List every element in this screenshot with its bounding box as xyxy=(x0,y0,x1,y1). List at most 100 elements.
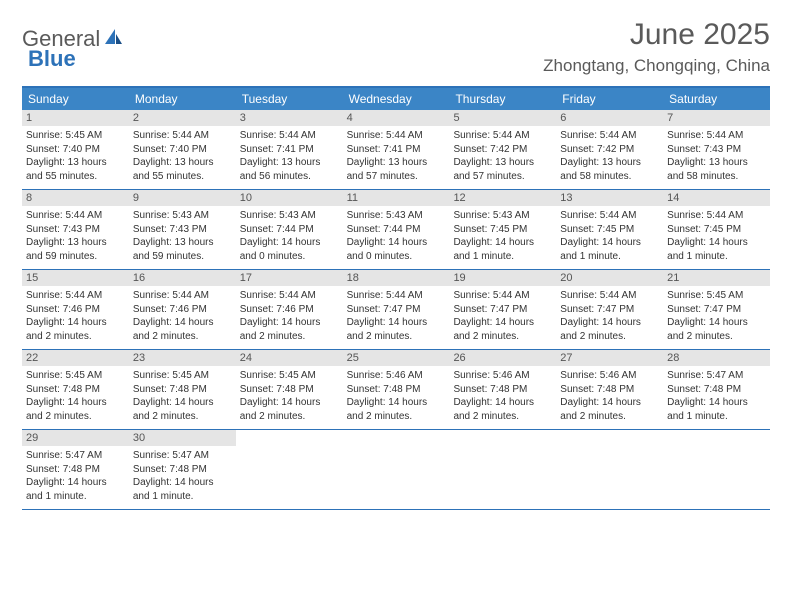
info-line: and 2 minutes. xyxy=(667,330,766,344)
day-number: 24 xyxy=(236,350,343,366)
info-line: Daylight: 14 hours xyxy=(453,316,552,330)
day-number: 2 xyxy=(129,110,236,126)
info-line: and 2 minutes. xyxy=(560,330,659,344)
info-line: and 2 minutes. xyxy=(240,410,339,424)
info-line: Sunrise: 5:45 AM xyxy=(133,369,232,383)
info-line: Sunset: 7:48 PM xyxy=(133,383,232,397)
day-cell: 21Sunrise: 5:45 AMSunset: 7:47 PMDayligh… xyxy=(663,270,770,349)
empty-cell xyxy=(449,430,556,509)
day-info: Sunrise: 5:44 AMSunset: 7:46 PMDaylight:… xyxy=(240,289,339,343)
day-number: 6 xyxy=(556,110,663,126)
day-cell: 26Sunrise: 5:46 AMSunset: 7:48 PMDayligh… xyxy=(449,350,556,429)
info-line: Daylight: 13 hours xyxy=(453,156,552,170)
info-line: Sunset: 7:48 PM xyxy=(240,383,339,397)
day-info: Sunrise: 5:46 AMSunset: 7:48 PMDaylight:… xyxy=(347,369,446,423)
day-number: 29 xyxy=(22,430,129,446)
day-cell: 18Sunrise: 5:44 AMSunset: 7:47 PMDayligh… xyxy=(343,270,450,349)
info-line: Daylight: 13 hours xyxy=(240,156,339,170)
info-line: and 2 minutes. xyxy=(133,410,232,424)
info-line: Sunset: 7:45 PM xyxy=(667,223,766,237)
info-line: Daylight: 14 hours xyxy=(560,316,659,330)
empty-cell xyxy=(236,430,343,509)
month-title: June 2025 xyxy=(543,18,770,52)
day-info: Sunrise: 5:45 AMSunset: 7:48 PMDaylight:… xyxy=(133,369,232,423)
info-line: Sunrise: 5:45 AM xyxy=(26,369,125,383)
day-number: 12 xyxy=(449,190,556,206)
day-cell: 27Sunrise: 5:46 AMSunset: 7:48 PMDayligh… xyxy=(556,350,663,429)
day-number: 14 xyxy=(663,190,770,206)
day-number: 25 xyxy=(343,350,450,366)
info-line: Sunrise: 5:44 AM xyxy=(560,209,659,223)
day-info: Sunrise: 5:44 AMSunset: 7:43 PMDaylight:… xyxy=(667,129,766,183)
info-line: and 0 minutes. xyxy=(347,250,446,264)
location: Zhongtang, Chongqing, China xyxy=(543,56,770,76)
info-line: and 1 minute. xyxy=(667,250,766,264)
info-line: Sunrise: 5:44 AM xyxy=(453,289,552,303)
info-line: Sunrise: 5:44 AM xyxy=(240,129,339,143)
logo-word2: Blue xyxy=(28,46,76,71)
day-info: Sunrise: 5:44 AMSunset: 7:47 PMDaylight:… xyxy=(453,289,552,343)
info-line: Sunset: 7:47 PM xyxy=(453,303,552,317)
info-line: Sunset: 7:46 PM xyxy=(26,303,125,317)
day-cell: 14Sunrise: 5:44 AMSunset: 7:45 PMDayligh… xyxy=(663,190,770,269)
info-line: and 58 minutes. xyxy=(560,170,659,184)
calendar: SundayMondayTuesdayWednesdayThursdayFrid… xyxy=(22,86,770,510)
day-cell: 13Sunrise: 5:44 AMSunset: 7:45 PMDayligh… xyxy=(556,190,663,269)
day-info: Sunrise: 5:43 AMSunset: 7:45 PMDaylight:… xyxy=(453,209,552,263)
day-cell: 9Sunrise: 5:43 AMSunset: 7:43 PMDaylight… xyxy=(129,190,236,269)
day-info: Sunrise: 5:45 AMSunset: 7:40 PMDaylight:… xyxy=(26,129,125,183)
empty-cell xyxy=(343,430,450,509)
info-line: Sunset: 7:48 PM xyxy=(26,383,125,397)
info-line: Sunrise: 5:44 AM xyxy=(26,209,125,223)
info-line: Sunrise: 5:43 AM xyxy=(347,209,446,223)
info-line: Sunrise: 5:43 AM xyxy=(133,209,232,223)
info-line: Daylight: 14 hours xyxy=(133,396,232,410)
info-line: Sunset: 7:41 PM xyxy=(240,143,339,157)
info-line: Sunrise: 5:43 AM xyxy=(453,209,552,223)
info-line: Sunset: 7:48 PM xyxy=(26,463,125,477)
day-number: 1 xyxy=(22,110,129,126)
info-line: Sunrise: 5:44 AM xyxy=(347,129,446,143)
day-info: Sunrise: 5:44 AMSunset: 7:47 PMDaylight:… xyxy=(560,289,659,343)
info-line: Daylight: 14 hours xyxy=(453,396,552,410)
info-line: Daylight: 14 hours xyxy=(26,316,125,330)
info-line: Sunrise: 5:43 AM xyxy=(240,209,339,223)
info-line: Sunrise: 5:44 AM xyxy=(240,289,339,303)
info-line: Sunset: 7:47 PM xyxy=(560,303,659,317)
info-line: Daylight: 14 hours xyxy=(347,396,446,410)
info-line: and 2 minutes. xyxy=(560,410,659,424)
day-number: 17 xyxy=(236,270,343,286)
info-line: and 2 minutes. xyxy=(453,410,552,424)
info-line: Sunrise: 5:44 AM xyxy=(133,289,232,303)
week-row: 29Sunrise: 5:47 AMSunset: 7:48 PMDayligh… xyxy=(22,430,770,510)
day-number: 19 xyxy=(449,270,556,286)
info-line: and 2 minutes. xyxy=(26,410,125,424)
week-row: 15Sunrise: 5:44 AMSunset: 7:46 PMDayligh… xyxy=(22,270,770,350)
day-info: Sunrise: 5:44 AMSunset: 7:42 PMDaylight:… xyxy=(560,129,659,183)
info-line: Daylight: 13 hours xyxy=(133,156,232,170)
day-header: Saturday xyxy=(663,88,770,110)
day-cell: 11Sunrise: 5:43 AMSunset: 7:44 PMDayligh… xyxy=(343,190,450,269)
info-line: Sunset: 7:40 PM xyxy=(133,143,232,157)
day-number: 20 xyxy=(556,270,663,286)
info-line: and 58 minutes. xyxy=(667,170,766,184)
info-line: Daylight: 14 hours xyxy=(347,316,446,330)
info-line: Sunrise: 5:44 AM xyxy=(453,129,552,143)
day-number: 15 xyxy=(22,270,129,286)
info-line: and 2 minutes. xyxy=(347,410,446,424)
info-line: Daylight: 14 hours xyxy=(133,316,232,330)
info-line: Sunset: 7:46 PM xyxy=(240,303,339,317)
day-number: 26 xyxy=(449,350,556,366)
header: General June 2025 Zhongtang, Chongqing, … xyxy=(22,18,770,76)
info-line: Sunset: 7:43 PM xyxy=(26,223,125,237)
day-number: 13 xyxy=(556,190,663,206)
day-cell: 12 Sunrise: 5:43 AMSunset: 7:45 PMDayligh… xyxy=(449,190,556,269)
day-info: Sunrise: 5:44 AMSunset: 7:40 PMDaylight:… xyxy=(133,129,232,183)
day-info: Sunrise: 5:44 AMSunset: 7:41 PMDaylight:… xyxy=(240,129,339,183)
info-line: Sunset: 7:47 PM xyxy=(667,303,766,317)
title-block: June 2025 Zhongtang, Chongqing, China xyxy=(543,18,770,76)
info-line: Sunset: 7:46 PM xyxy=(133,303,232,317)
day-info: Sunrise: 5:47 AMSunset: 7:48 PMDaylight:… xyxy=(133,449,232,503)
day-cell: 10Sunrise: 5:43 AMSunset: 7:44 PMDayligh… xyxy=(236,190,343,269)
info-line: Sunset: 7:45 PM xyxy=(453,223,552,237)
